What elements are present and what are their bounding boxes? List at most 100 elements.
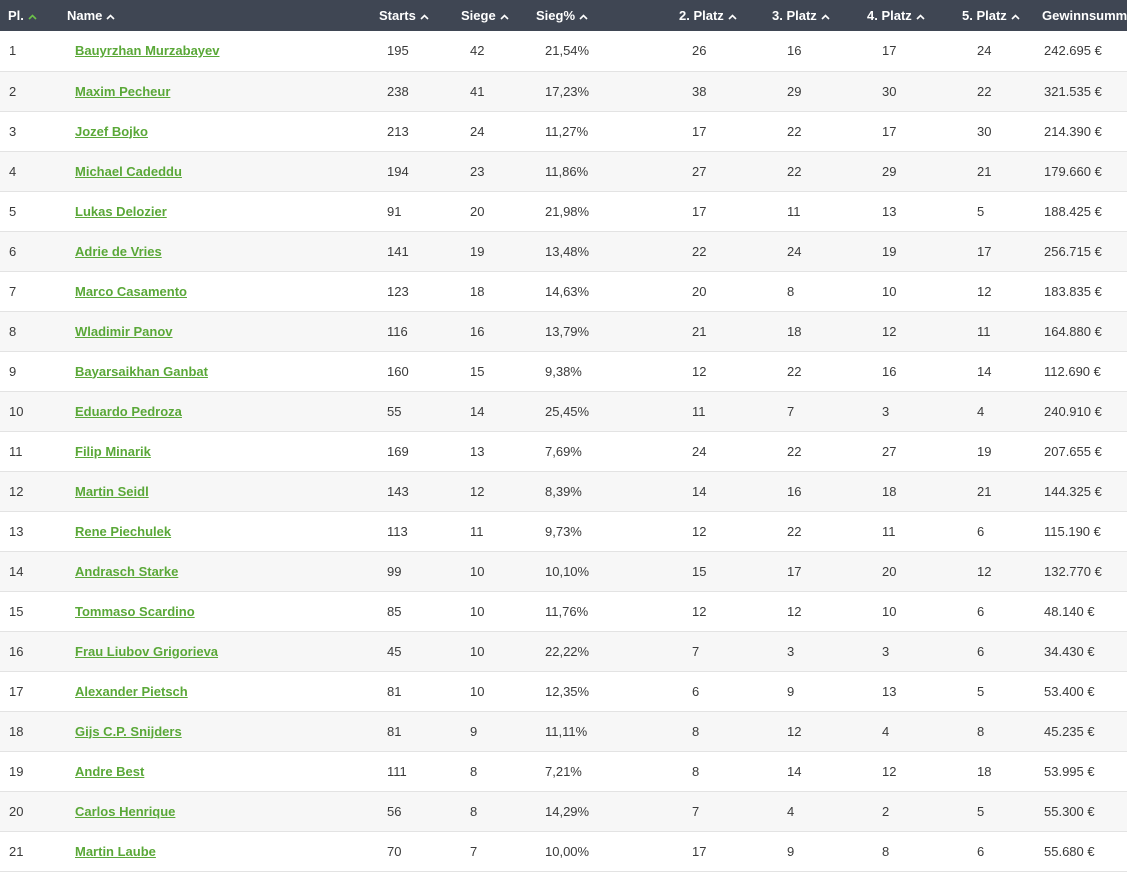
jockey-name-link[interactable]: Martin Seidl <box>75 483 149 499</box>
column-header-p2[interactable]: 2. Platz <box>643 0 738 31</box>
cell-p3: 9 <box>787 683 795 699</box>
column-header-p5[interactable]: 5. Platz <box>928 0 1023 31</box>
jockey-name-link[interactable]: Jozef Bojko <box>75 123 148 139</box>
cell-name: Wladimir Panov <box>59 311 372 351</box>
jockey-name-link[interactable]: Filip Minarik <box>75 443 151 459</box>
chevron-up-icon[interactable] <box>420 11 429 23</box>
cell-siege: 11 <box>470 523 484 539</box>
chevron-up-icon[interactable] <box>1011 11 1020 23</box>
jockey-name-link[interactable]: Tommaso Scardino <box>75 603 195 619</box>
cell-siegpct: 13,79% <box>545 323 590 339</box>
cell-p3: 29 <box>787 83 802 99</box>
table-row: 16 Frau Liubov Grigorieva 45 10 22,22% 7 3 3 6 34… <box>0 631 1127 671</box>
jockey-name-link[interactable]: Carlos Henrique <box>75 803 176 819</box>
jockey-name-link[interactable]: Eduardo Pedroza <box>75 403 182 419</box>
table-row: 8 Wladimir Panov 116 16 13,79% 21 18 12 11 164.88… <box>0 311 1127 351</box>
cell-siegpct: 11,27% <box>545 123 589 139</box>
cell-p2: 14 <box>692 483 707 499</box>
cell-siegpct: 9,38% <box>545 363 582 379</box>
column-header-pl[interactable]: Pl. <box>0 0 59 31</box>
column-header-siege[interactable]: Siege <box>454 0 530 31</box>
cell-name: Tommaso Scardino <box>59 591 372 631</box>
cell-pl: 17 <box>9 683 24 699</box>
table-row: 11 Filip Minarik 169 13 7,69% 24 22 27 19 207.655… <box>0 431 1127 471</box>
cell-starts: 81 <box>387 723 402 739</box>
cell-p5: 6 <box>977 643 985 659</box>
jockey-name-link[interactable]: Andrasch Starke <box>75 563 179 579</box>
column-header-p3[interactable]: 3. Platz <box>738 0 833 31</box>
jockey-name-link[interactable]: Frau Liubov Grigorieva <box>75 643 219 659</box>
cell-name: Filip Minarik <box>59 431 372 471</box>
cell-p4: 16 <box>882 363 897 379</box>
cell-p4: 4 <box>882 723 890 739</box>
chevron-up-icon[interactable] <box>106 11 115 23</box>
table-row: 1 Bauyrzhan Murzabayev 195 42 21,54% 26 16 17 24… <box>0 31 1127 71</box>
column-header-label: Name <box>67 8 103 23</box>
cell-gewinn: 240.910 € <box>1044 403 1102 419</box>
jockey-name-link[interactable]: Bauyrzhan Murzabayev <box>75 43 220 59</box>
cell-p4: 19 <box>882 243 897 259</box>
chevron-up-icon[interactable] <box>500 11 509 23</box>
jockey-name-link[interactable]: Andre Best <box>75 763 145 779</box>
chevron-up-icon[interactable] <box>579 11 588 23</box>
jockey-name-link[interactable]: Alexander Pietsch <box>75 683 188 699</box>
table-row: 19 Andre Best 111 8 7,21% 8 14 12 18 53.995 € <box>0 751 1127 791</box>
cell-starts: 55 <box>387 403 402 419</box>
cell-p4: 30 <box>882 83 897 99</box>
column-header-p4[interactable]: 4. Platz <box>833 0 928 31</box>
jockey-name-link[interactable]: Maxim Pecheur <box>75 83 171 99</box>
cell-siege: 12 <box>470 483 485 499</box>
jockey-name-link[interactable]: Martin Laube <box>75 843 156 859</box>
jockey-name-link[interactable]: Lukas Delozier <box>75 203 167 219</box>
chevron-up-icon[interactable] <box>916 11 925 23</box>
cell-p3: 22 <box>787 163 802 179</box>
cell-p5: 4 <box>977 403 985 419</box>
column-header-label: Siege <box>461 8 496 23</box>
cell-starts: 213 <box>387 123 409 139</box>
cell-p5: 12 <box>977 283 992 299</box>
jockey-name-link[interactable]: Adrie de Vries <box>75 243 162 259</box>
cell-siege: 15 <box>470 363 485 379</box>
cell-siegpct: 8,39% <box>545 483 582 499</box>
column-header-gewinn[interactable]: Gewinnsumme <box>1023 0 1127 31</box>
cell-gewinn: 179.660 € <box>1044 163 1102 179</box>
cell-siegpct: 7,69% <box>545 443 582 459</box>
table-row: 12 Martin Seidl 143 12 8,39% 14 16 18 21 144.325 … <box>0 471 1127 511</box>
cell-p5: 14 <box>977 363 992 379</box>
cell-p5: 21 <box>977 483 992 499</box>
cell-gewinn: 55.680 € <box>1044 843 1095 859</box>
cell-starts: 56 <box>387 803 402 819</box>
cell-starts: 81 <box>387 683 402 699</box>
cell-pl: 6 <box>9 243 17 259</box>
cell-pl: 8 <box>9 323 17 339</box>
cell-p3: 22 <box>787 363 802 379</box>
cell-gewinn: 214.390 € <box>1044 123 1102 139</box>
cell-p2: 17 <box>692 123 707 139</box>
cell-p5: 24 <box>977 43 992 59</box>
cell-p2: 17 <box>692 203 707 219</box>
chevron-up-icon[interactable] <box>728 11 737 23</box>
jockey-name-link[interactable]: Marco Casamento <box>75 283 187 299</box>
column-header-starts[interactable]: Starts <box>372 0 454 31</box>
column-header-siegpct[interactable]: Sieg% <box>530 0 643 31</box>
column-header-name[interactable]: Name <box>59 0 372 31</box>
cell-name: Rene Piechulek <box>59 511 372 551</box>
cell-name: Bauyrzhan Murzabayev <box>59 31 372 71</box>
chevron-up-icon[interactable] <box>28 11 37 23</box>
cell-p4: 18 <box>882 483 897 499</box>
jockey-name-link[interactable]: Wladimir Panov <box>75 323 173 339</box>
cell-starts: 141 <box>387 243 409 259</box>
jockey-name-link[interactable]: Gijs C.P. Snijders <box>75 723 182 739</box>
jockey-name-link[interactable]: Rene Piechulek <box>75 523 172 539</box>
table-row: 18 Gijs C.P. Snijders 81 9 11,11% 8 12 4 8 45.235… <box>0 711 1127 751</box>
cell-siege: 10 <box>470 683 485 699</box>
cell-siege: 14 <box>470 403 485 419</box>
chevron-up-icon[interactable] <box>821 11 830 23</box>
cell-gewinn: 132.770 € <box>1044 563 1102 579</box>
cell-p2: 15 <box>692 563 707 579</box>
jockey-name-link[interactable]: Michael Cadeddu <box>75 163 182 179</box>
jockey-name-link[interactable]: Bayarsaikhan Ganbat <box>75 363 208 379</box>
cell-gewinn: 53.400 € <box>1044 683 1095 699</box>
cell-p3: 11 <box>787 203 801 219</box>
